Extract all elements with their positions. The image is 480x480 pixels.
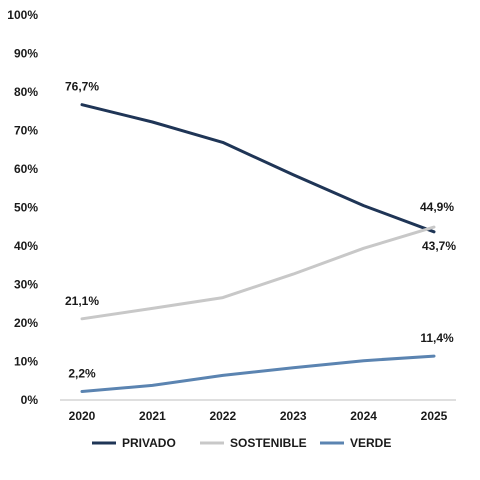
data-label: 2,2% [68, 367, 96, 381]
data-label: 21,1% [65, 294, 99, 308]
y-tick-label: 80% [14, 85, 38, 99]
x-tick-label: 2021 [139, 409, 166, 423]
x-tick-label: 2024 [350, 409, 377, 423]
series-line-sostenible [80, 225, 436, 321]
legend-label: PRIVADO [122, 436, 176, 450]
y-tick-label: 70% [14, 124, 38, 138]
y-tick-label: 0% [21, 393, 39, 407]
data-label: 44,9% [420, 200, 454, 214]
y-axis: 0% 10% 20% 30% 40% 50% 60% 70% 80% 90% 100% [7, 8, 38, 407]
data-labels: 76,7% 43,7% 21,1% 44,9% 2,2% 11,4% [65, 80, 456, 381]
data-label: 43,7% [422, 239, 456, 253]
data-label: 76,7% [65, 80, 99, 94]
legend-label: SOSTENIBLE [230, 436, 307, 450]
x-tick-label: 2023 [280, 409, 307, 423]
series-lines [80, 103, 436, 393]
x-tick-label: 2020 [69, 409, 96, 423]
y-tick-label: 40% [14, 239, 38, 253]
y-tick-label: 100% [7, 8, 38, 22]
legend-label: VERDE [350, 436, 391, 450]
y-tick-label: 10% [14, 355, 38, 369]
series-line-privado [80, 103, 436, 234]
y-tick-label: 50% [14, 201, 38, 215]
x-tick-label: 2022 [209, 409, 236, 423]
x-tick-label: 2025 [421, 409, 448, 423]
y-tick-label: 90% [14, 47, 38, 61]
y-tick-label: 30% [14, 278, 38, 292]
legend: PRIVADO SOSTENIBLE VERDE [92, 436, 391, 450]
y-tick-label: 20% [14, 316, 38, 330]
x-axis: 2020 2021 2022 2023 2024 2025 [69, 409, 448, 423]
data-label: 11,4% [420, 331, 454, 345]
series-line-verde [80, 354, 436, 393]
y-tick-label: 60% [14, 162, 38, 176]
